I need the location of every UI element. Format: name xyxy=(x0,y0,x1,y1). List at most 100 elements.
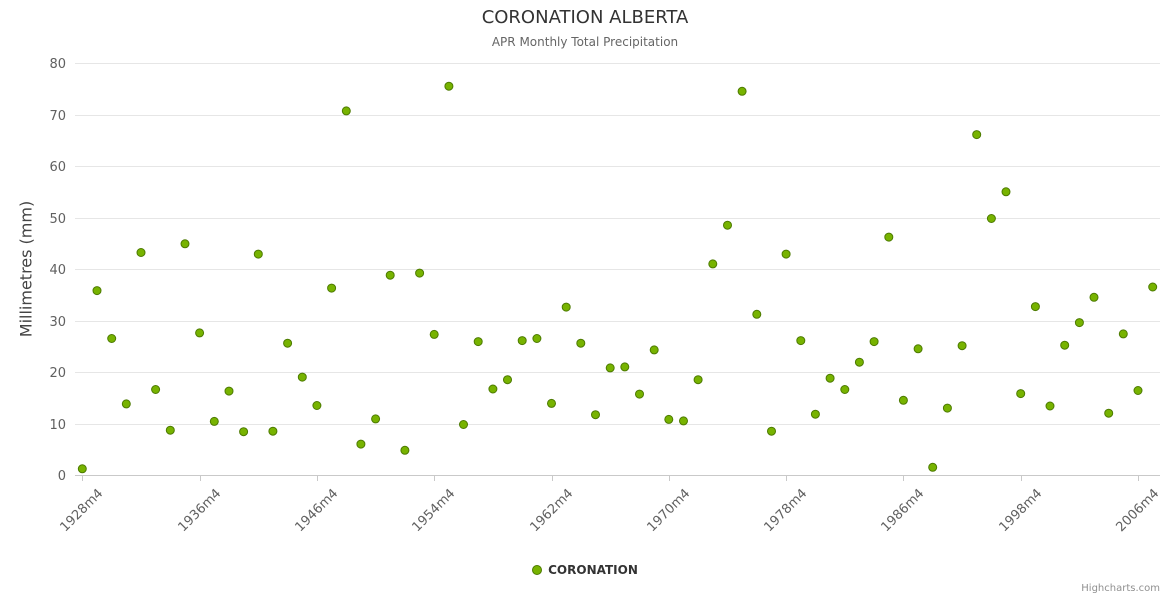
data-point[interactable] xyxy=(796,336,806,346)
data-point[interactable] xyxy=(239,427,249,437)
data-point[interactable] xyxy=(547,398,556,408)
data-point[interactable] xyxy=(371,414,381,424)
data-point[interactable] xyxy=(898,395,908,405)
data-point[interactable] xyxy=(195,328,205,338)
data-point[interactable] xyxy=(1148,282,1158,292)
data-point[interactable] xyxy=(312,401,322,410)
data-point[interactable] xyxy=(1118,329,1128,339)
y-axis-label: 60 xyxy=(49,160,66,175)
data-point[interactable] xyxy=(415,268,425,278)
x-axis-label: 1986m4 xyxy=(879,486,928,535)
y-axis-label: 20 xyxy=(49,366,66,381)
y-axis-label: 10 xyxy=(49,418,66,433)
legend-label: CORONATION xyxy=(548,563,638,577)
data-point[interactable] xyxy=(503,375,512,385)
x-axis-label: 1970m4 xyxy=(645,486,694,535)
data-point[interactable] xyxy=(913,344,923,354)
data-point[interactable] xyxy=(400,445,410,455)
data-point[interactable] xyxy=(957,341,967,351)
data-point[interactable] xyxy=(708,259,718,269)
x-axis-label: 1954m4 xyxy=(410,486,459,535)
data-point[interactable] xyxy=(664,414,674,424)
data-point[interactable] xyxy=(591,410,600,420)
data-point[interactable] xyxy=(341,106,351,116)
data-point[interactable] xyxy=(297,372,307,382)
data-point[interactable] xyxy=(151,385,161,394)
data-point[interactable] xyxy=(781,249,791,259)
data-point[interactable] xyxy=(327,283,337,293)
y-axis-label: 80 xyxy=(49,57,66,72)
data-point[interactable] xyxy=(884,232,894,242)
data-point[interactable] xyxy=(283,338,293,348)
x-axis-label: 2006m4 xyxy=(1114,486,1163,535)
data-point[interactable] xyxy=(224,386,234,396)
data-point[interactable] xyxy=(986,214,996,223)
data-point[interactable] xyxy=(561,302,571,312)
data-point[interactable] xyxy=(752,309,762,319)
data-point[interactable] xyxy=(268,426,278,436)
data-point[interactable] xyxy=(1104,408,1114,418)
data-point[interactable] xyxy=(869,337,879,347)
data-point[interactable] xyxy=(459,420,468,429)
data-point[interactable] xyxy=(679,416,688,426)
data-point[interactable] xyxy=(737,86,747,96)
data-point[interactable] xyxy=(77,464,87,474)
data-point[interactable] xyxy=(649,345,659,355)
data-point[interactable] xyxy=(136,248,146,257)
data-point[interactable] xyxy=(576,338,586,348)
data-point[interactable] xyxy=(444,81,454,91)
data-point[interactable] xyxy=(532,334,542,343)
data-point[interactable] xyxy=(107,334,117,343)
data-point[interactable] xyxy=(1045,401,1055,411)
y-axis-label: 50 xyxy=(49,212,66,227)
data-point[interactable] xyxy=(209,416,219,426)
data-point[interactable] xyxy=(1089,292,1099,302)
x-axis-label: 1978m4 xyxy=(762,486,811,535)
data-point[interactable] xyxy=(840,385,850,394)
legend-marker-icon xyxy=(532,565,543,575)
data-point[interactable] xyxy=(488,384,498,394)
legend: CORONATION xyxy=(0,563,1170,577)
x-axis-label: 1928m4 xyxy=(58,486,107,535)
data-point[interactable] xyxy=(92,286,102,296)
data-point[interactable] xyxy=(1001,187,1011,197)
data-point[interactable] xyxy=(517,336,527,346)
data-point[interactable] xyxy=(767,426,776,436)
data-point[interactable] xyxy=(928,462,938,472)
data-point[interactable] xyxy=(1060,340,1070,350)
data-point[interactable] xyxy=(854,357,864,367)
x-axis-label: 1936m4 xyxy=(176,486,225,535)
data-point[interactable] xyxy=(429,329,439,339)
data-point[interactable] xyxy=(972,130,982,140)
data-point[interactable] xyxy=(165,425,175,435)
data-point[interactable] xyxy=(1016,389,1026,399)
data-point[interactable] xyxy=(620,362,630,372)
data-point[interactable] xyxy=(1030,302,1040,312)
data-point[interactable] xyxy=(693,375,703,385)
data-point[interactable] xyxy=(942,403,952,413)
data-point[interactable] xyxy=(1074,318,1084,328)
x-axis-label: 1962m4 xyxy=(528,486,577,535)
x-axis-label: 1998m4 xyxy=(997,486,1046,535)
data-point[interactable] xyxy=(356,439,366,449)
data-point[interactable] xyxy=(825,373,835,383)
data-point[interactable] xyxy=(473,337,483,347)
data-point[interactable] xyxy=(253,249,263,259)
y-axis-label: 0 xyxy=(58,469,66,484)
chart-subtitle: APR Monthly Total Precipitation xyxy=(491,35,679,49)
data-point[interactable] xyxy=(605,363,615,373)
y-axis-label: 70 xyxy=(49,109,66,124)
data-point[interactable] xyxy=(180,239,190,249)
data-point[interactable] xyxy=(810,409,820,419)
chart-title: CORONATION ALBERTA xyxy=(481,7,689,28)
legend-item-coronation[interactable]: CORONATION xyxy=(532,563,638,577)
x-axis-label: 1946m4 xyxy=(293,486,342,535)
data-point[interactable] xyxy=(1133,386,1143,395)
data-point[interactable] xyxy=(385,270,395,280)
data-point[interactable] xyxy=(723,220,732,230)
data-point[interactable] xyxy=(121,399,131,409)
highcharts-credit[interactable]: Highcharts.com xyxy=(1081,583,1160,594)
data-point[interactable] xyxy=(635,389,644,399)
